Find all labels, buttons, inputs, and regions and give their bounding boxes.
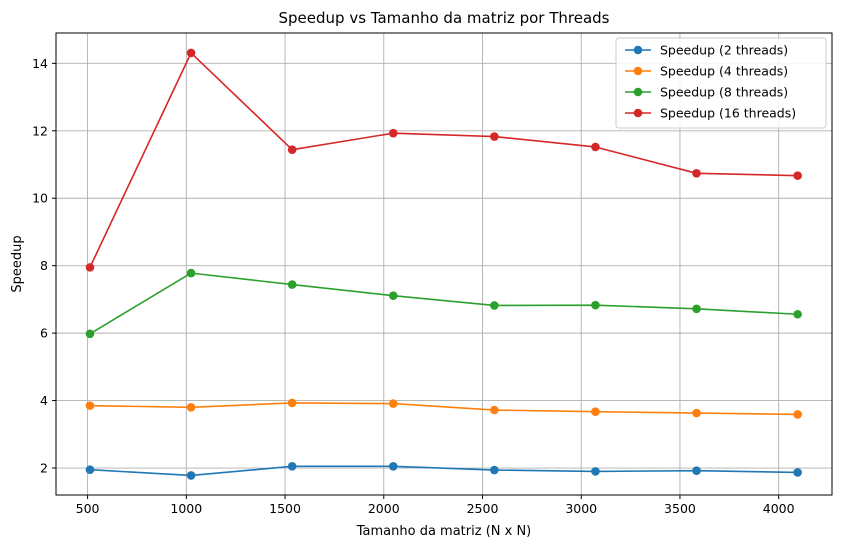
data-point bbox=[692, 168, 701, 178]
data-point bbox=[490, 132, 499, 141]
data-point bbox=[591, 300, 600, 310]
legend: Speedup (2 threads) Speedup (4 threads) Sp… bbox=[615, 37, 827, 129]
data-point bbox=[692, 304, 701, 314]
y-tick-label: 4 bbox=[40, 393, 48, 408]
legend-label: Speedup (8 threads) bbox=[660, 85, 788, 100]
x-tick-label: 2000 bbox=[368, 501, 400, 516]
series-3 bbox=[85, 268, 802, 339]
legend-label: Speedup (2 threads) bbox=[660, 43, 788, 58]
data-point bbox=[388, 399, 398, 408]
plot-frame bbox=[55, 32, 833, 496]
data-point bbox=[388, 462, 398, 471]
data-point bbox=[287, 462, 297, 471]
series-1 bbox=[85, 462, 802, 480]
y-axis-ticks: 2 4 6 8 10 12 14 bbox=[32, 56, 56, 476]
legend-item: Speedup (8 threads) bbox=[625, 85, 788, 100]
chart-title: Speedup vs Tamanho da matriz por Threads bbox=[279, 9, 610, 27]
x-tick-label: 500 bbox=[76, 501, 100, 516]
data-point bbox=[591, 467, 600, 476]
series-line bbox=[89, 272, 798, 335]
x-tick-label: 3000 bbox=[565, 501, 597, 516]
data-point bbox=[287, 280, 297, 289]
data-point bbox=[490, 405, 499, 415]
data-point bbox=[287, 398, 297, 408]
x-tick-label: 1000 bbox=[170, 501, 202, 516]
series-layer bbox=[85, 48, 802, 480]
legend-item: Speedup (2 threads) bbox=[625, 43, 788, 58]
y-tick-label: 14 bbox=[32, 56, 48, 71]
y-tick-label: 6 bbox=[40, 326, 48, 341]
series-line bbox=[89, 402, 798, 416]
series-line bbox=[89, 465, 798, 477]
y-tick-label: 10 bbox=[32, 191, 48, 206]
data-point bbox=[186, 48, 196, 58]
data-point bbox=[591, 407, 600, 417]
data-point bbox=[388, 291, 398, 300]
data-point bbox=[85, 401, 95, 410]
data-point bbox=[85, 329, 95, 339]
legend-item: Speedup (16 threads) bbox=[625, 106, 796, 121]
data-point bbox=[388, 128, 398, 138]
data-point bbox=[591, 142, 600, 152]
x-axis-ticks: 500 1000 1500 2000 2500 3000 3500 4000 bbox=[76, 495, 795, 516]
data-point bbox=[793, 171, 802, 180]
legend-marker bbox=[633, 66, 643, 76]
data-point bbox=[186, 403, 196, 412]
series-2 bbox=[85, 398, 802, 419]
x-tick-label: 2500 bbox=[467, 501, 499, 516]
legend-marker bbox=[633, 45, 643, 55]
x-tick-label: 4000 bbox=[763, 501, 795, 516]
data-point bbox=[85, 465, 95, 475]
y-tick-label: 8 bbox=[40, 258, 48, 273]
x-axis-label: Tamanho da matriz (N x N) bbox=[356, 524, 532, 539]
data-point bbox=[490, 465, 499, 475]
legend-marker bbox=[633, 108, 643, 118]
data-point bbox=[793, 410, 802, 419]
data-point bbox=[85, 263, 95, 272]
data-point bbox=[490, 301, 499, 310]
y-tick-label: 12 bbox=[32, 123, 48, 138]
legend-label: Speedup (16 threads) bbox=[660, 106, 796, 121]
data-point bbox=[692, 408, 701, 418]
data-point bbox=[186, 268, 196, 278]
y-tick-label: 2 bbox=[40, 461, 48, 476]
data-point bbox=[287, 145, 297, 154]
legend-marker bbox=[633, 87, 643, 97]
y-axis-label: Speedup bbox=[10, 235, 25, 292]
legend-item: Speedup (4 threads) bbox=[625, 64, 788, 79]
x-tick-label: 3500 bbox=[664, 501, 696, 516]
data-point bbox=[793, 309, 802, 319]
legend-label: Speedup (4 threads) bbox=[660, 64, 788, 79]
data-point bbox=[793, 468, 802, 477]
series-line bbox=[89, 52, 798, 268]
data-point bbox=[692, 466, 701, 476]
data-point bbox=[186, 471, 196, 480]
x-tick-label: 1500 bbox=[269, 501, 301, 516]
series-4 bbox=[85, 48, 802, 272]
legend-box bbox=[615, 37, 827, 129]
